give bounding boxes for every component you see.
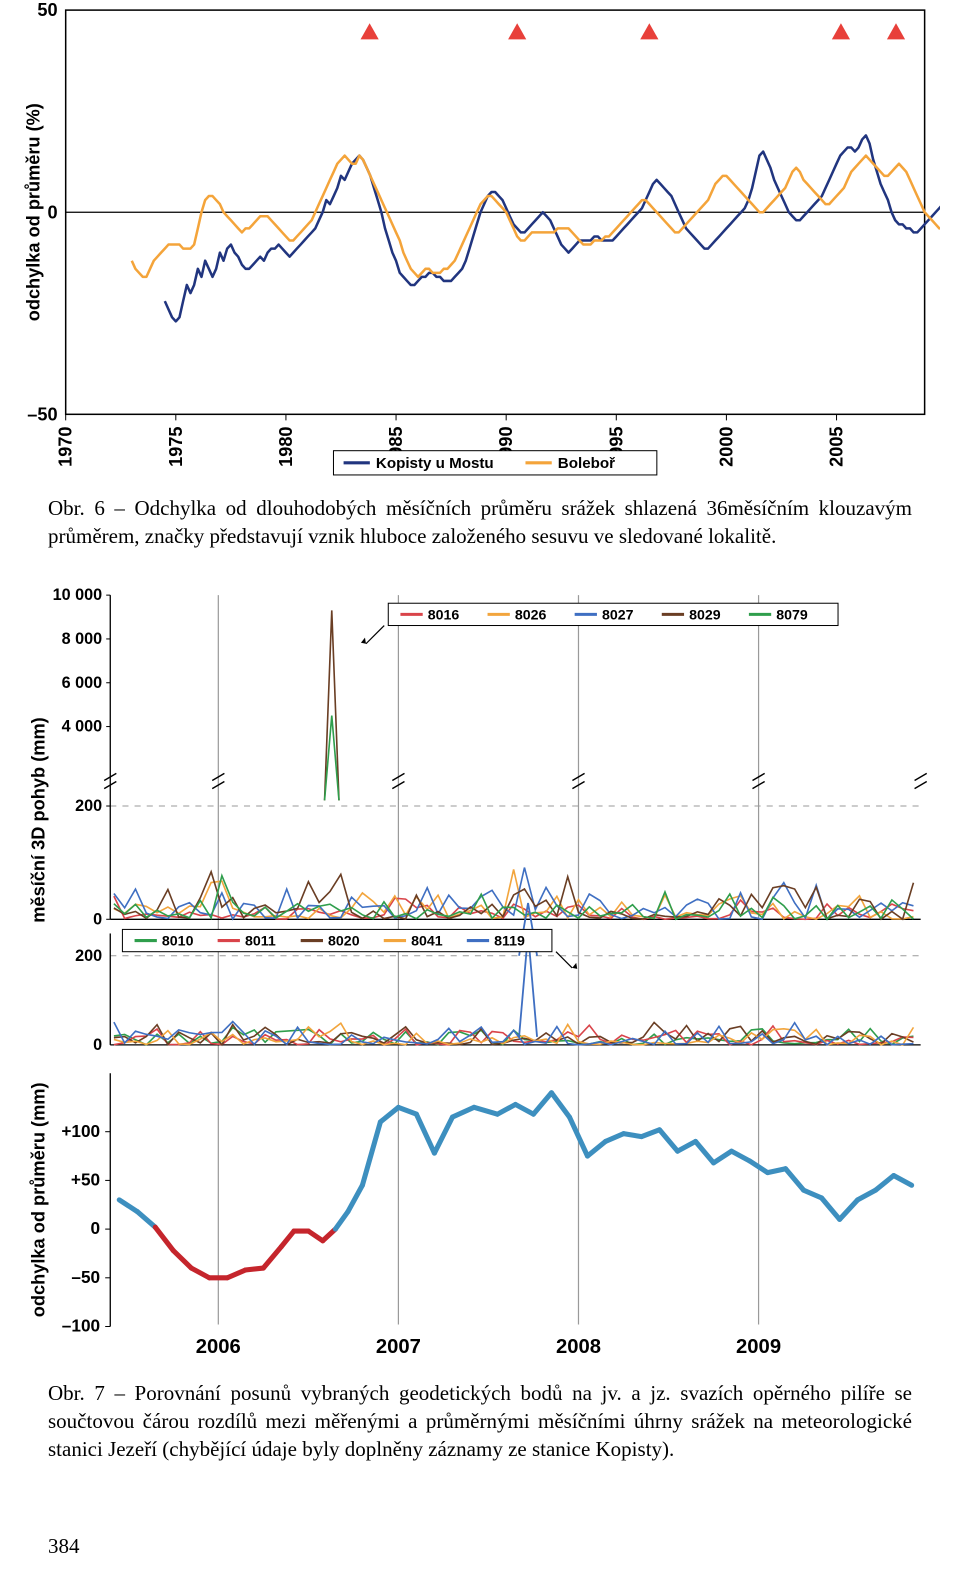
- svg-text:1970: 1970: [56, 426, 76, 466]
- svg-text:2000: 2000: [716, 426, 736, 466]
- svg-text:8 000: 8 000: [62, 630, 103, 648]
- svg-text:+50: +50: [71, 1169, 100, 1189]
- svg-text:8010: 8010: [162, 933, 194, 949]
- svg-text:0: 0: [93, 910, 102, 928]
- svg-text:10 000: 10 000: [53, 586, 103, 604]
- svg-text:Kopisty u Mostu: Kopisty u Mostu: [376, 455, 494, 472]
- svg-text:50: 50: [37, 0, 57, 20]
- svg-text:odchylka od průměru (mm): odchylka od průměru (mm): [27, 1082, 48, 1317]
- svg-text:2009: 2009: [736, 1336, 781, 1358]
- svg-text:8027: 8027: [602, 607, 634, 623]
- figure6-caption: Obr. 6 – Odchylka od dlouhodobých měsíčn…: [48, 494, 912, 551]
- svg-text:8119: 8119: [494, 933, 525, 949]
- svg-text:8011: 8011: [245, 933, 276, 949]
- svg-text:8029: 8029: [689, 607, 721, 623]
- svg-text:1975: 1975: [166, 426, 186, 466]
- svg-text:2005: 2005: [827, 426, 847, 466]
- svg-text:+100: +100: [61, 1120, 100, 1140]
- svg-text:200: 200: [75, 797, 102, 815]
- svg-text:0: 0: [91, 1218, 101, 1238]
- svg-text:8026: 8026: [515, 607, 547, 623]
- svg-text:měsíční 3D pohyb (mm): měsíční 3D pohyb (mm): [27, 717, 48, 923]
- svg-text:2008: 2008: [556, 1336, 601, 1358]
- svg-text:6 000: 6 000: [62, 674, 103, 692]
- figure7-caption: Obr. 7 – Porovnání posunů vybraných geod…: [48, 1379, 912, 1464]
- svg-text:1980: 1980: [276, 426, 296, 466]
- svg-text:–50: –50: [71, 1267, 100, 1287]
- svg-text:Boleboř: Boleboř: [558, 455, 615, 472]
- svg-text:4 000: 4 000: [62, 717, 103, 735]
- svg-text:–100: –100: [62, 1315, 100, 1335]
- svg-text:2007: 2007: [376, 1336, 421, 1358]
- svg-text:0: 0: [93, 1036, 102, 1054]
- page-number: 384: [48, 1534, 960, 1559]
- svg-text:8041: 8041: [411, 933, 443, 949]
- svg-text:8020: 8020: [328, 933, 360, 949]
- svg-text:8079: 8079: [776, 607, 808, 623]
- figure6-chart: –5005019701975198019851990199520002005od…: [20, 0, 940, 480]
- svg-text:odchylka od průměru (%): odchylka od průměru (%): [23, 103, 43, 321]
- figure7-chart: 4 000 6 000 8 000 10 000 0 200 8016 8026 8027 802…: [20, 585, 940, 1365]
- svg-text:200: 200: [75, 947, 102, 965]
- svg-text:8016: 8016: [428, 607, 460, 623]
- svg-text:–50: –50: [27, 404, 57, 424]
- svg-text:2006: 2006: [196, 1336, 241, 1358]
- svg-text:0: 0: [47, 202, 57, 222]
